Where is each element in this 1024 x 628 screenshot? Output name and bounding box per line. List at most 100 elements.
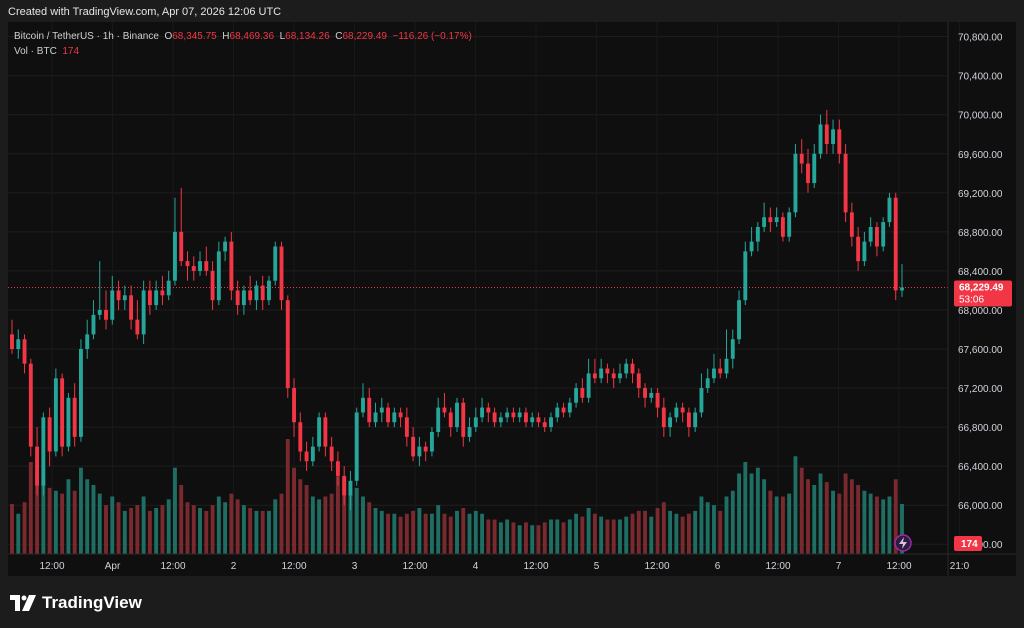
volume-bar (686, 513, 691, 554)
candle-body (505, 412, 510, 418)
volume-bar (235, 499, 240, 554)
low-label: L (279, 31, 286, 42)
volume-bar (223, 502, 228, 554)
candle-body (60, 378, 65, 447)
time-tick-label: Apr (105, 561, 121, 572)
time-tick-label: 2 (231, 561, 237, 572)
volume-bar (680, 516, 685, 554)
volume-bar (524, 522, 528, 554)
volume-bar (655, 508, 660, 554)
candle-body (373, 412, 378, 423)
price-tick-label: 66,800.00 (958, 423, 1003, 434)
candle-body (66, 397, 71, 447)
candle-body (699, 388, 704, 413)
volume-bar (310, 496, 315, 554)
candle-body (329, 446, 334, 462)
header-bar: Created with TradingView.com, Apr 07, 20… (0, 0, 1024, 22)
volume-bar (536, 525, 541, 554)
candle-body (85, 334, 90, 350)
last-price-value: 68,229.49 (959, 283, 1004, 294)
volume-bar (342, 479, 347, 554)
volume-bar (241, 505, 246, 554)
candle-body (592, 373, 597, 379)
time-tick-label: 7 (836, 561, 842, 572)
volume-bar (104, 505, 108, 554)
volume-bar (636, 510, 641, 554)
candle-body (874, 226, 879, 247)
candle-body (122, 295, 127, 301)
volume-bar (843, 473, 848, 554)
candle-body (536, 417, 541, 423)
volume-bar (618, 519, 622, 554)
volume-bar (166, 499, 171, 554)
candle-body (480, 407, 485, 418)
volume-bar (611, 519, 616, 554)
candle-body (379, 407, 384, 413)
volume-bar (881, 499, 886, 554)
volume-bar (831, 490, 835, 554)
volume-bar (210, 505, 215, 554)
candle-body (404, 417, 409, 437)
brand-name: TradingView (42, 593, 142, 612)
volume-bar (755, 467, 760, 554)
volume-bar (574, 513, 579, 554)
volume-bar (22, 502, 27, 554)
time-tick-label: 5 (594, 561, 600, 572)
volume-bar (386, 513, 390, 554)
volume-bar (423, 513, 428, 554)
candle-body (173, 231, 177, 281)
candle-body (799, 153, 804, 164)
volume-bar (806, 479, 810, 554)
price-tick-label: 68,400.00 (958, 267, 1003, 278)
high-label: H (222, 31, 230, 42)
volume-bar (179, 485, 184, 554)
candle-body (436, 407, 441, 432)
volume-bar (329, 493, 334, 554)
volume-bar (229, 493, 234, 554)
volume-bar (605, 519, 610, 554)
volume-bar (254, 510, 259, 554)
volume-bar (780, 496, 785, 554)
candle-body (116, 290, 121, 301)
lightning-icon[interactable] (894, 534, 912, 552)
last-price-tag: 68,229.49 53:06 (954, 280, 1012, 307)
candle-body (323, 417, 328, 447)
volume-bar (749, 473, 754, 554)
candle-body (743, 251, 748, 301)
volume-bar (730, 490, 735, 554)
price-tick-label: 66,000.00 (958, 501, 1003, 512)
candle-body (780, 217, 785, 237)
volume-bar (129, 508, 134, 554)
candle-body (630, 363, 635, 374)
chart-frame[interactable]: 70,800.00 70,400.00 70,000.00 69,600.00 69,2… (8, 22, 1016, 576)
candle-body (279, 246, 284, 301)
low-value: 68,134.26 (285, 31, 330, 42)
candle-body (429, 431, 434, 452)
candle-body (511, 412, 516, 418)
volume-tag: 174 (954, 536, 982, 551)
candle-body (686, 412, 691, 428)
candle-body (643, 388, 647, 398)
candle-body (97, 309, 102, 315)
candle-body (41, 417, 46, 486)
candle-body (461, 402, 466, 437)
candle-body (730, 339, 735, 359)
volume-bar (643, 510, 647, 554)
candle-body (241, 290, 246, 306)
candle-body (191, 266, 196, 271)
candle-body (737, 300, 741, 340)
volume-bar (630, 513, 635, 554)
volume-bar (79, 467, 83, 554)
volume-bar (35, 467, 40, 554)
candle-body (110, 290, 115, 320)
candle-body (229, 241, 234, 291)
volume-bar (511, 522, 516, 554)
candle-body (160, 290, 165, 296)
volume-bar (85, 479, 90, 554)
volume-bar (549, 519, 553, 554)
candle-body (806, 163, 810, 184)
candle-body (636, 373, 641, 389)
candlestick-chart[interactable]: 70,800.00 70,400.00 70,000.00 69,600.00 69,2… (8, 22, 1016, 576)
candle-body (555, 407, 560, 418)
volume-bar (285, 439, 290, 554)
